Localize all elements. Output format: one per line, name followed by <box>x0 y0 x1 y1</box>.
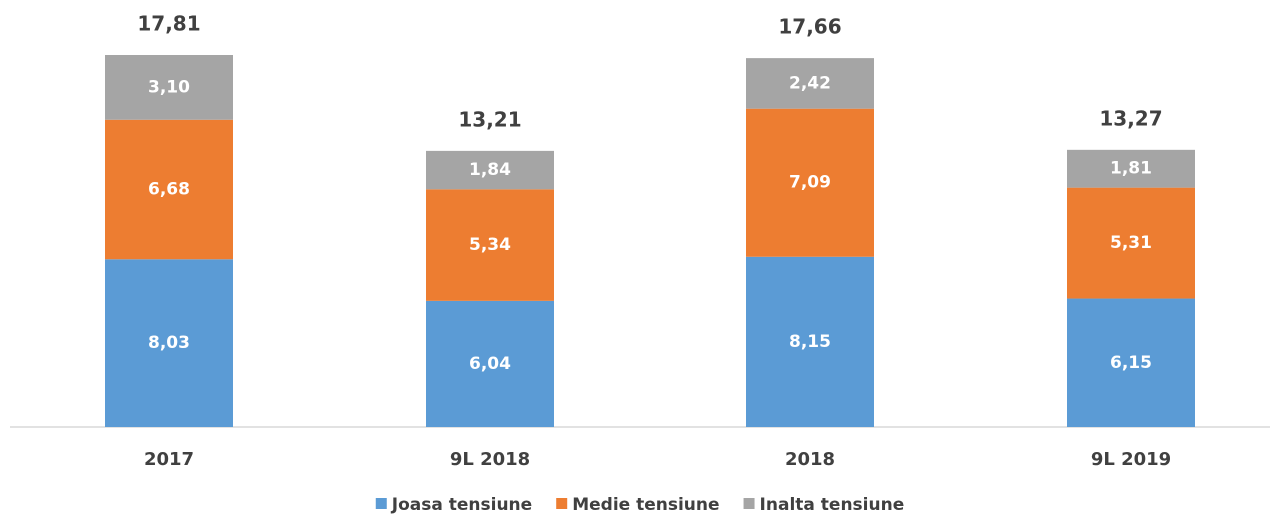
value-label: 6,15 <box>1110 353 1152 373</box>
value-label: 6,04 <box>469 354 511 374</box>
value-label: 3,10 <box>148 77 190 97</box>
bar-segment <box>746 58 874 109</box>
legend-label: Joasa tensiune <box>391 495 532 515</box>
legend-swatch <box>556 498 568 509</box>
bar-segment <box>426 300 554 427</box>
bar-segment <box>746 256 874 427</box>
bar-segment <box>1067 187 1195 299</box>
value-label: 6,68 <box>148 180 190 200</box>
bar-segment <box>1067 149 1195 188</box>
bar-segment <box>1067 298 1195 427</box>
value-label: 1,81 <box>1110 159 1152 179</box>
value-label: 5,34 <box>469 235 511 255</box>
total-label: 17,66 <box>778 15 841 39</box>
value-label: 2,42 <box>789 73 831 93</box>
category-label: 2017 <box>144 449 194 470</box>
value-label: 5,31 <box>1110 233 1152 253</box>
value-label: 8,15 <box>789 332 831 352</box>
bar-segment <box>746 108 874 257</box>
category-label: 9L 2019 <box>1091 449 1171 470</box>
total-label: 13,27 <box>1099 106 1162 130</box>
value-label: 1,84 <box>469 160 511 180</box>
value-label: 7,09 <box>789 173 831 193</box>
legend-label: Inalta tensiune <box>760 495 905 515</box>
value-label: 8,03 <box>148 333 190 353</box>
total-label: 17,81 <box>137 12 200 36</box>
total-label: 13,21 <box>458 108 521 132</box>
bar-segment <box>426 150 554 190</box>
category-label: 9L 2018 <box>450 449 530 470</box>
legend-swatch <box>375 498 387 509</box>
legend-label: Medie tensiune <box>572 495 719 515</box>
bar-segment <box>105 119 233 260</box>
bar-segment <box>105 55 233 120</box>
bar-segment <box>105 259 233 427</box>
legend-swatch <box>743 498 755 509</box>
category-label: 2018 <box>785 449 835 470</box>
bar-segment <box>426 189 554 301</box>
